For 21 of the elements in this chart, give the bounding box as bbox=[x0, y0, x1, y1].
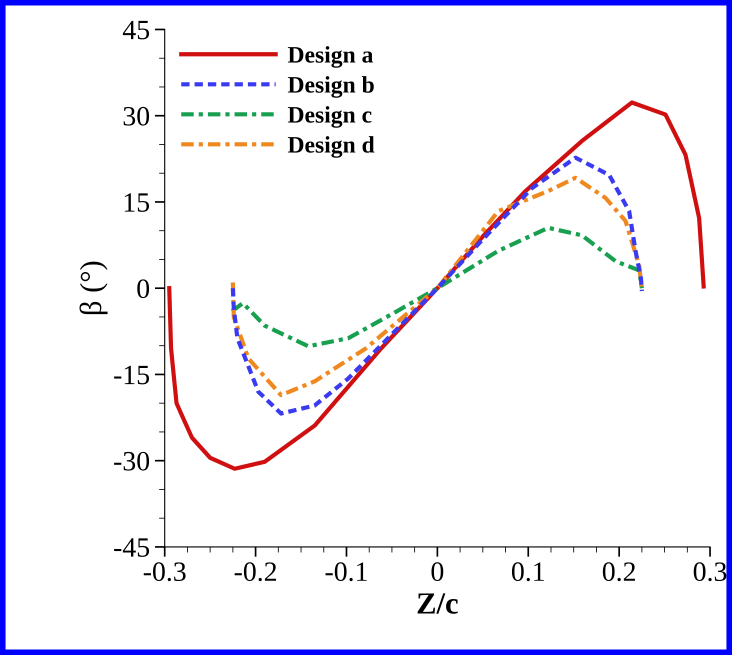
y-tick-label: 0 bbox=[137, 279, 150, 298]
legend-label: Design c bbox=[288, 106, 372, 128]
legend-label: Design b bbox=[288, 76, 374, 98]
line-series bbox=[230, 226, 644, 348]
y-axis-title: β (°) bbox=[80, 262, 108, 314]
x-axis-title: Z/c bbox=[418, 593, 458, 614]
y-tick-label: 30 bbox=[124, 106, 150, 126]
x-tick-label: -0.1 bbox=[326, 562, 367, 582]
x-tick-label: -0.2 bbox=[234, 562, 276, 582]
legend-label: Design d bbox=[288, 136, 374, 158]
x-tick-label: -0.3 bbox=[144, 562, 186, 582]
x-tick-label: 0.1 bbox=[512, 562, 544, 582]
x-tick-label: 0 bbox=[431, 562, 444, 582]
y-tick-label: -15 bbox=[114, 366, 150, 384]
legend-label: Design a bbox=[288, 46, 374, 68]
y-tick-label: 15 bbox=[124, 193, 150, 212]
y-tick-label: -45 bbox=[114, 538, 150, 557]
x-tick-label: 0.3 bbox=[694, 562, 726, 582]
y-tick-label: 45 bbox=[122, 20, 150, 40]
y-tick-label: -30 bbox=[114, 452, 150, 471]
x-tick-label: 0.2 bbox=[602, 562, 635, 582]
